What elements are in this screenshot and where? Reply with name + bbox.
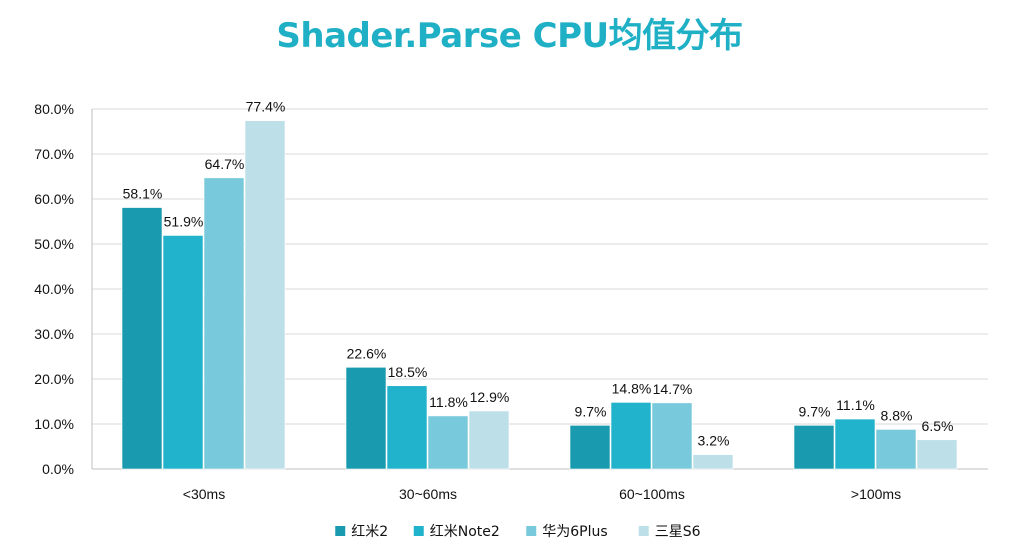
bar (386, 385, 428, 470)
bar (468, 410, 510, 470)
y-tick-label: 10.0% (34, 416, 74, 432)
x-tick-label: >100ms (851, 486, 901, 502)
data-label: 18.5% (388, 364, 428, 380)
legend-item: 红米Note2 (413, 524, 500, 540)
legend-item: 三星S6 (638, 524, 701, 540)
data-label: 12.9% (470, 389, 510, 405)
legend-swatch (638, 526, 649, 536)
bar (610, 402, 652, 470)
bar (427, 415, 469, 470)
y-tick-label: 0.0% (42, 461, 74, 477)
data-label: 77.4% (246, 99, 286, 115)
legend-label: 红米Note2 (430, 524, 500, 540)
bar (651, 402, 693, 470)
bar (834, 418, 876, 470)
data-label: 11.1% (836, 397, 875, 413)
data-label: 9.7% (575, 403, 607, 419)
bar (121, 207, 163, 470)
bar (162, 235, 204, 470)
legend-item: 红米2 (335, 524, 388, 540)
y-tick-label: 60.0% (34, 191, 74, 207)
x-tick-label: 60~100ms (619, 486, 685, 502)
x-tick-label: <30ms (183, 486, 225, 502)
y-tick-label: 80.0% (34, 101, 74, 117)
data-label: 9.7% (799, 403, 831, 419)
y-tick-label: 70.0% (34, 146, 74, 162)
y-tick-label: 30.0% (34, 326, 74, 342)
y-tick-label: 40.0% (34, 281, 74, 297)
data-label: 64.7% (205, 156, 245, 172)
chart-title: Shader.Parse CPU均值分布 (276, 16, 743, 56)
bar (203, 177, 245, 470)
y-tick-label: 20.0% (34, 371, 74, 387)
legend-label: 红米2 (351, 524, 388, 540)
legend: 红米2 红米Note2 华为6Plus 三星S6 (335, 524, 701, 540)
data-label: 6.5% (922, 418, 954, 434)
x-tick-label: 30~60ms (399, 486, 457, 502)
data-label: 14.7% (653, 381, 693, 397)
bar (692, 454, 734, 470)
data-labels: 58.1%51.9% 64.7% 77.4% 22.6%18.5%11.8% 12.9%… (123, 99, 954, 449)
bar (916, 439, 958, 470)
data-label: 51.9% (164, 213, 204, 229)
axes: 0.0% 10.0% 20.0% 30.0% 40.0% 50.0% 60.0% 70.0% 8… (34, 101, 901, 502)
bar (569, 425, 611, 470)
legend-swatch (413, 526, 424, 536)
y-tick-label: 50.0% (34, 236, 74, 252)
legend-label: 三星S6 (655, 524, 701, 540)
data-label: 8.8% (881, 407, 913, 423)
legend-swatch (526, 526, 537, 536)
bar (345, 366, 387, 470)
data-label: 58.1% (123, 186, 163, 202)
data-label: 11.8% (429, 394, 468, 410)
data-label: 3.2% (698, 433, 730, 449)
bar (793, 425, 835, 470)
data-label: 14.8% (612, 380, 652, 396)
legend-swatch (335, 526, 346, 536)
bar (875, 429, 917, 470)
legend-label: 华为6Plus (542, 524, 607, 540)
bars (121, 120, 958, 470)
bar (244, 120, 286, 470)
data-label: 22.6% (347, 345, 387, 361)
legend-item: 华为6Plus (526, 524, 608, 540)
